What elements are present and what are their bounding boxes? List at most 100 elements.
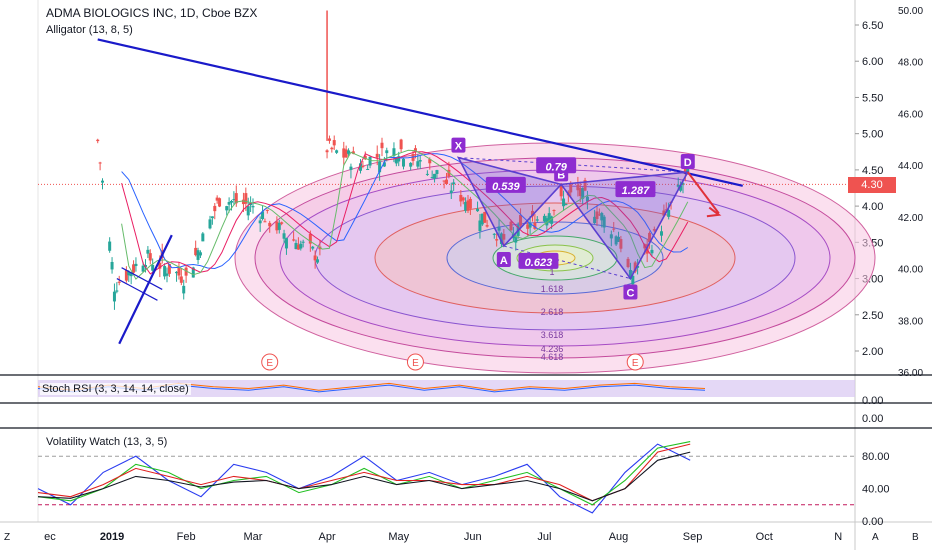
- candle-body: [650, 249, 654, 254]
- time-tick-label: Feb: [177, 531, 196, 543]
- corner-b-label[interactable]: B: [912, 532, 919, 543]
- secondary-tick-label: 36.00: [898, 368, 923, 379]
- candle-body: [382, 162, 386, 167]
- candle-body: [284, 238, 288, 249]
- candle-body: [101, 180, 104, 183]
- candle-body: [402, 158, 405, 167]
- candle-body: [191, 267, 195, 278]
- candle-body: [294, 243, 298, 250]
- candle-body: [430, 177, 434, 179]
- candle-body: [375, 153, 379, 158]
- candle-body: [612, 228, 616, 230]
- price-tick-label: 2.00: [862, 346, 883, 358]
- candle-body: [275, 221, 279, 231]
- candle-body: [495, 239, 499, 241]
- candle-body: [433, 173, 437, 179]
- pattern-point-label: D: [684, 157, 692, 169]
- candle-body: [163, 266, 167, 277]
- earnings-marker: [406, 353, 424, 371]
- candle-body: [198, 252, 202, 256]
- alligator-jaw: [121, 153, 689, 270]
- candle-body: [660, 231, 663, 236]
- candle-body: [542, 215, 546, 222]
- candle-body: [397, 156, 401, 162]
- price-tick-label: 4.50: [862, 165, 883, 177]
- candle-body: [413, 148, 417, 152]
- candle-body: [258, 220, 262, 224]
- volatility-line-red: [37, 443, 691, 502]
- candle-body: [230, 200, 233, 203]
- candle-body: [502, 234, 506, 240]
- candle-body: [132, 264, 136, 273]
- volatility-watch-label[interactable]: Volatility Watch (13, 3, 5): [44, 436, 170, 448]
- candle-body: [282, 233, 286, 239]
- candle-body: [497, 226, 501, 231]
- candle-body: [576, 184, 580, 191]
- candle-body: [127, 271, 131, 276]
- candle-body: [227, 202, 231, 205]
- pattern-ac: [503, 245, 631, 280]
- candle-body: [652, 229, 656, 231]
- candle-body: [483, 211, 487, 223]
- candle-body: [129, 272, 133, 277]
- candle-body: [609, 234, 613, 239]
- candle-body: [175, 271, 179, 274]
- candle-body: [210, 216, 214, 219]
- trendline: [97, 38, 743, 187]
- candle-body: [531, 210, 534, 217]
- channel-line: [121, 267, 163, 290]
- candle-body: [299, 243, 303, 249]
- pattern-point-label: C: [626, 288, 634, 300]
- candle-body: [480, 213, 484, 225]
- candle-body: [399, 139, 403, 150]
- candle-body: [218, 198, 222, 207]
- ratio-badge: [615, 181, 656, 198]
- candle-body: [308, 233, 312, 244]
- candle-body: [679, 185, 683, 191]
- ratio-badge: [518, 252, 559, 269]
- candle-body: [535, 219, 539, 221]
- candle-body: [251, 206, 255, 208]
- volatility-tick-label: 40.00: [862, 484, 890, 496]
- candle-body: [519, 214, 523, 226]
- time-tick-label: 2019: [100, 531, 124, 543]
- candle-body: [208, 219, 212, 229]
- candle-body: [313, 255, 317, 261]
- pattern-point-label: X: [455, 141, 463, 153]
- candle-body: [351, 151, 355, 154]
- candle-body: [514, 237, 518, 243]
- candle-body: [134, 263, 138, 267]
- candle-body: [445, 179, 448, 184]
- price-tick-label: 6.00: [862, 56, 883, 68]
- candle-body: [225, 206, 229, 211]
- time-tick-label: Mar: [244, 531, 263, 543]
- candle-body: [110, 261, 114, 270]
- candle-body: [194, 247, 198, 256]
- pattern-bcd: [559, 171, 690, 281]
- corner-z-label[interactable]: Z: [4, 532, 11, 543]
- candle-body: [614, 236, 618, 245]
- candle-body: [368, 156, 372, 166]
- secondary-tick-label: 50.00: [898, 6, 923, 17]
- candle-body: [344, 149, 348, 158]
- candle-body: [177, 267, 181, 276]
- time-tick-label: ec: [44, 531, 56, 543]
- ratio-badge: [485, 176, 526, 193]
- candle-body: [485, 225, 489, 227]
- ratio-label: 0.623: [525, 257, 553, 269]
- candle-body: [327, 138, 331, 141]
- alligator-indicator-label[interactable]: Alligator (13, 8, 5): [46, 24, 133, 36]
- candle-body: [184, 267, 188, 276]
- stoch-rsi-label[interactable]: Stoch RSI (3, 3, 14, 14, close): [40, 383, 191, 395]
- candle-body: [277, 222, 281, 230]
- fib-level-label: 4.618: [541, 352, 564, 362]
- candle-body: [316, 259, 319, 263]
- candle-body: [585, 196, 589, 202]
- candle-body: [378, 161, 382, 173]
- candle-body: [564, 203, 568, 205]
- corner-a-label[interactable]: A: [872, 532, 879, 543]
- pattern-point-badge: [496, 251, 511, 267]
- price-tick-label: 5.50: [862, 92, 883, 104]
- candle-body: [461, 197, 465, 201]
